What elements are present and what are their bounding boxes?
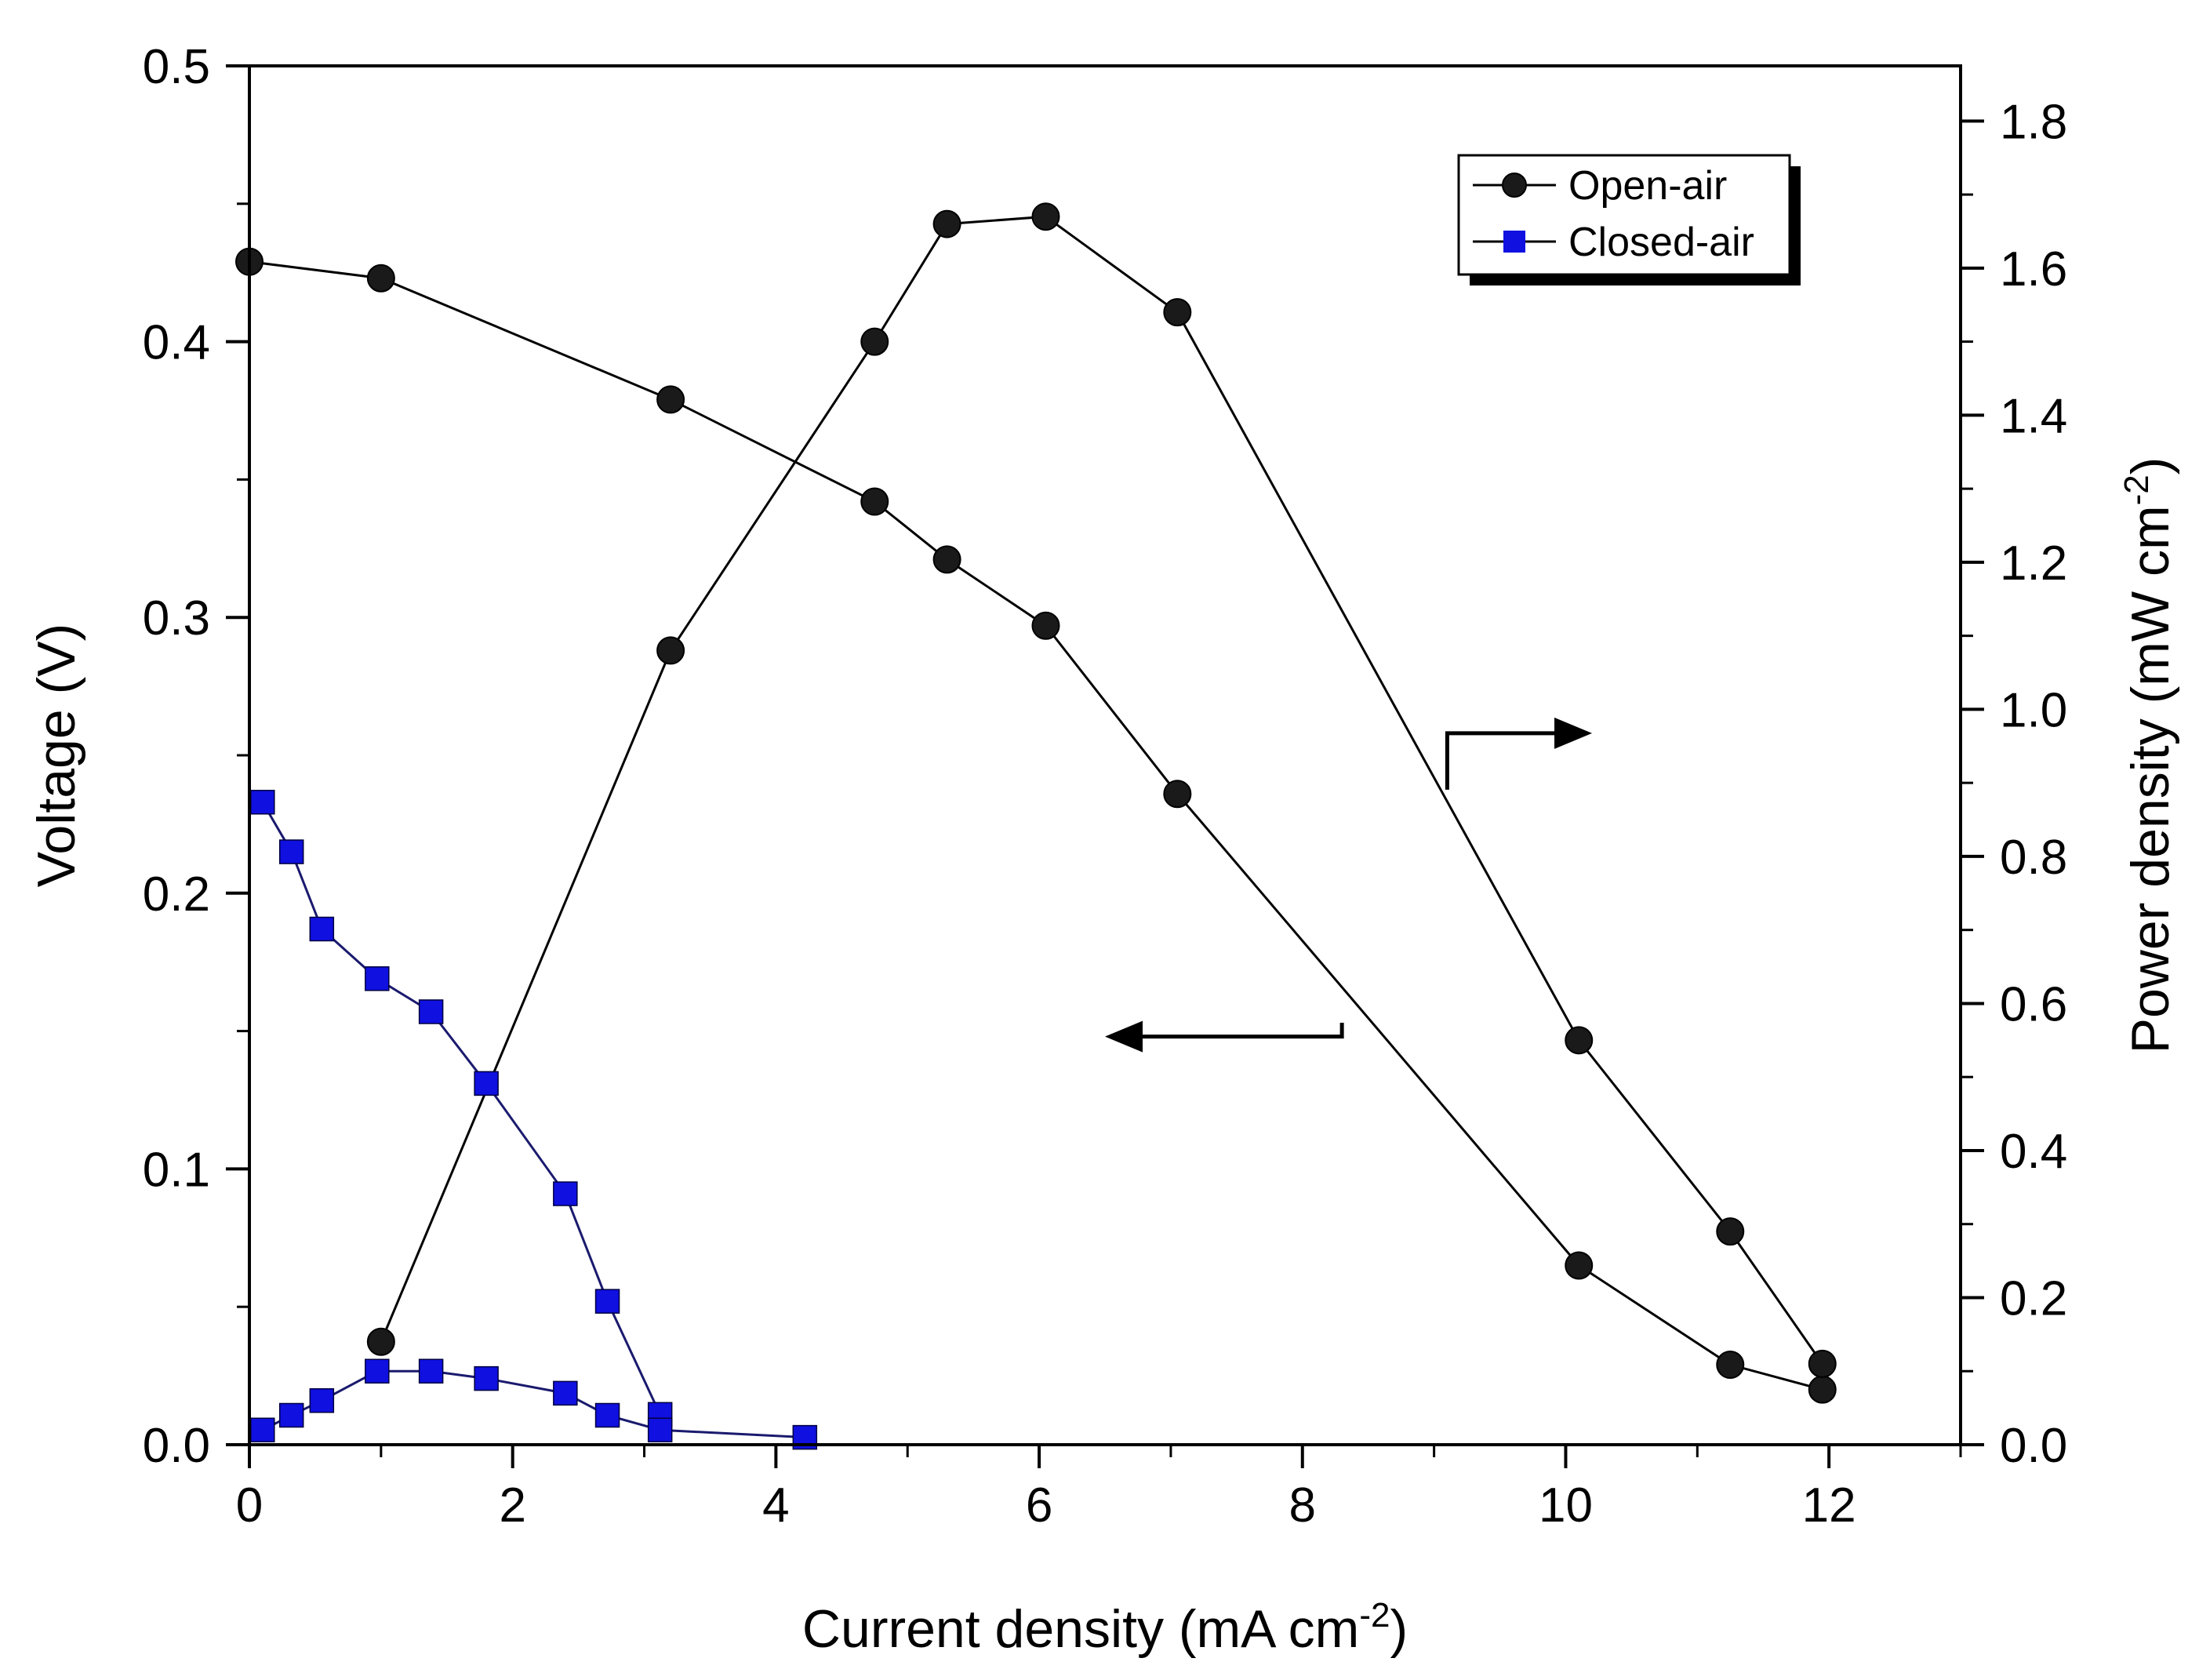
series-markers — [235, 202, 1837, 1450]
y2-tick-label: 1.6 — [2000, 242, 2067, 296]
data-point-closed-air-voltage — [309, 916, 335, 942]
legend-label: Closed-air — [1568, 220, 1754, 265]
y2-axis-title: Power density (mW cm-2) — [2117, 457, 2180, 1054]
data-point-closed-air-power — [309, 1387, 335, 1413]
data-point-closed-air-power — [474, 1365, 499, 1391]
y2-tick-label: 1.4 — [2000, 389, 2067, 443]
arrow-to-left-axis — [1138, 1023, 1344, 1039]
x-tick-label: 12 — [1802, 1478, 1856, 1533]
y2-tick-label: 0.6 — [2000, 977, 2067, 1031]
data-point-open-air-voltage — [932, 545, 961, 574]
y2-tick-label: 0.2 — [2000, 1271, 2067, 1325]
data-point-open-air-voltage — [1031, 611, 1060, 640]
series-line-closed-air-power — [262, 1369, 805, 1439]
x-tick-label: 0 — [236, 1478, 263, 1533]
data-point-closed-air-voltage — [474, 1071, 499, 1096]
y2-tick-label: 1.0 — [2000, 683, 2067, 737]
annotations — [1105, 717, 1593, 1053]
y-tick-label: 0.5 — [143, 40, 210, 94]
data-point-open-air-voltage — [366, 264, 395, 293]
data-point-closed-air-power — [553, 1380, 578, 1406]
data-point-open-air-power — [1808, 1349, 1837, 1378]
x-axis-title: Current density (mA cm-2) — [802, 1596, 1408, 1659]
data-point-closed-air-power — [647, 1417, 673, 1442]
data-point-closed-air-power — [365, 1358, 390, 1384]
x-tick-label: 8 — [1289, 1478, 1316, 1533]
y2-tick-label: 0.4 — [2000, 1125, 2067, 1179]
x-tick-label: 10 — [1539, 1478, 1593, 1533]
data-point-open-air-voltage — [1565, 1251, 1594, 1280]
data-point-open-air-power — [860, 327, 889, 356]
data-point-closed-air-voltage — [418, 999, 444, 1024]
y-tick-label: 0.2 — [143, 867, 210, 922]
data-point-closed-air-power — [278, 1402, 304, 1428]
data-point-open-air-power — [366, 1327, 395, 1356]
data-point-closed-air-power — [418, 1358, 444, 1384]
data-point-open-air-power — [1031, 202, 1060, 231]
y2-tick-label: 0.8 — [2000, 831, 2067, 885]
y2-axis-ticks: 0.0 0.2 0.4 0.6 0.8 1.0 1.2 1.4 1.6 1.8 — [1961, 95, 2067, 1473]
data-point-open-air-power — [932, 209, 961, 238]
data-point-open-air-power — [1716, 1217, 1745, 1246]
x-tick-label: 6 — [1026, 1478, 1052, 1533]
data-point-closed-air-voltage — [594, 1289, 620, 1314]
x-tick-label: 4 — [762, 1478, 789, 1533]
y-tick-label: 0.3 — [143, 591, 210, 645]
data-point-open-air-voltage — [1716, 1351, 1745, 1380]
data-point-closed-air-voltage — [553, 1181, 578, 1206]
legend-marker-circle — [1502, 173, 1527, 198]
legend: Open-air Closed-air — [1457, 154, 1801, 285]
data-point-closed-air-voltage — [278, 839, 304, 864]
data-point-open-air-voltage — [1163, 780, 1192, 809]
arrow-head-right — [1554, 717, 1593, 749]
x-axis-ticks: 0 2 4 6 8 10 12 — [236, 1445, 1962, 1533]
data-point-closed-air-power — [594, 1402, 620, 1428]
data-point-open-air-voltage — [656, 385, 685, 414]
y-tick-label: 0.1 — [143, 1143, 210, 1197]
data-point-open-air-voltage — [860, 487, 889, 516]
y-tick-label: 0.0 — [143, 1419, 210, 1473]
x-tick-label: 2 — [499, 1478, 525, 1533]
arrow-head-left — [1105, 1020, 1143, 1053]
y2-tick-label: 1.8 — [2000, 95, 2067, 149]
data-point-open-air-voltage — [1808, 1375, 1837, 1404]
data-point-open-air-power — [1565, 1026, 1594, 1055]
y-axis-title: Voltage (V) — [27, 624, 86, 887]
data-point-closed-air-voltage — [365, 966, 390, 991]
legend-label: Open-air — [1568, 163, 1727, 209]
y-axis-ticks: 0.0 0.1 0.2 0.3 0.4 0.5 — [143, 40, 249, 1473]
data-point-closed-air-power — [250, 1417, 275, 1442]
legend-marker-square — [1503, 231, 1525, 253]
y2-tick-label: 0.0 — [2000, 1419, 2067, 1473]
arrow-to-right-axis — [1445, 731, 1560, 790]
data-point-open-air-power — [656, 636, 685, 665]
series-line-open-air-voltage — [249, 260, 1823, 1391]
data-point-closed-air-voltage — [250, 790, 275, 815]
y-tick-label: 0.4 — [143, 316, 210, 370]
data-point-open-air-power — [1163, 298, 1192, 327]
y2-tick-label: 1.2 — [2000, 536, 2067, 591]
